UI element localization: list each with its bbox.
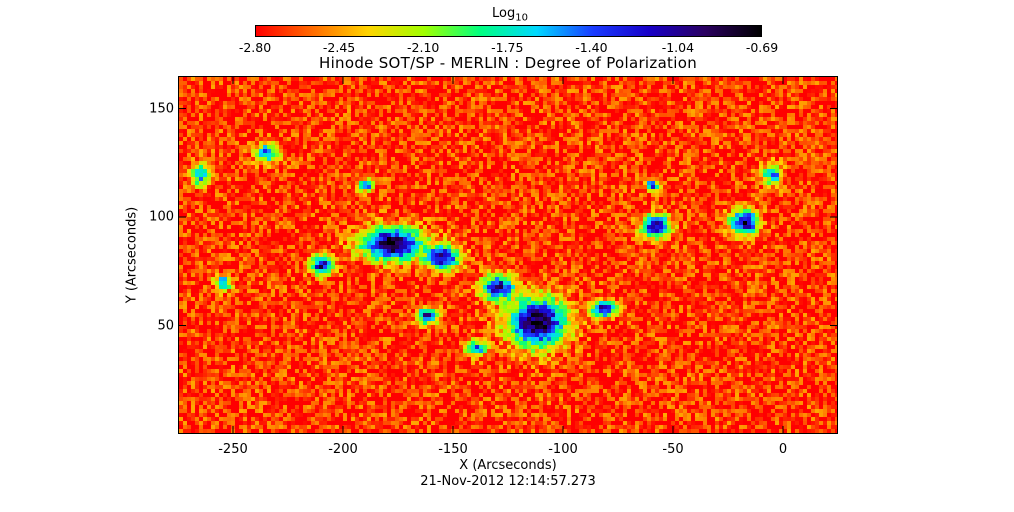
x-tick-label: 0 [778,442,788,457]
y-axis-label: Y (Arcseconds) [124,206,140,304]
colorbar-tick-label: -2.10 [407,40,440,55]
chart-title: Hinode SOT/SP - MERLIN : Degree of Polar… [318,54,697,72]
x-tick-label: -200 [328,442,358,457]
colorbar-tick-label: -2.45 [322,40,356,55]
x-tick-label: -150 [438,442,468,457]
colorbar-title: Log10 [460,6,560,24]
plot-area [178,76,838,434]
x-tick-label: -50 [662,442,684,457]
x-tick-label: -250 [218,442,248,457]
colorbar [255,25,762,37]
colorbar-tick-label: -1.04 [661,40,695,55]
y-tick-label: 100 [149,209,174,225]
colorbar-tick-label: -2.80 [238,40,272,55]
polarization-map [179,77,837,433]
colorbar-label: Log [492,6,516,21]
x-tick-label: -100 [548,442,578,457]
colorbar-tick-label: -1.40 [575,40,608,55]
colorbar-tick-label: -0.69 [745,40,779,55]
x-axis-label: X (Arcseconds) [459,458,557,473]
observation-timestamp: 21-Nov-2012 12:14:57.273 [420,474,596,489]
colorbar-tick-label: -1.75 [491,40,524,55]
y-tick-label: 150 [149,101,174,117]
y-tick-label: 50 [157,318,174,333]
colorbar-label-subscript: 10 [515,12,528,24]
